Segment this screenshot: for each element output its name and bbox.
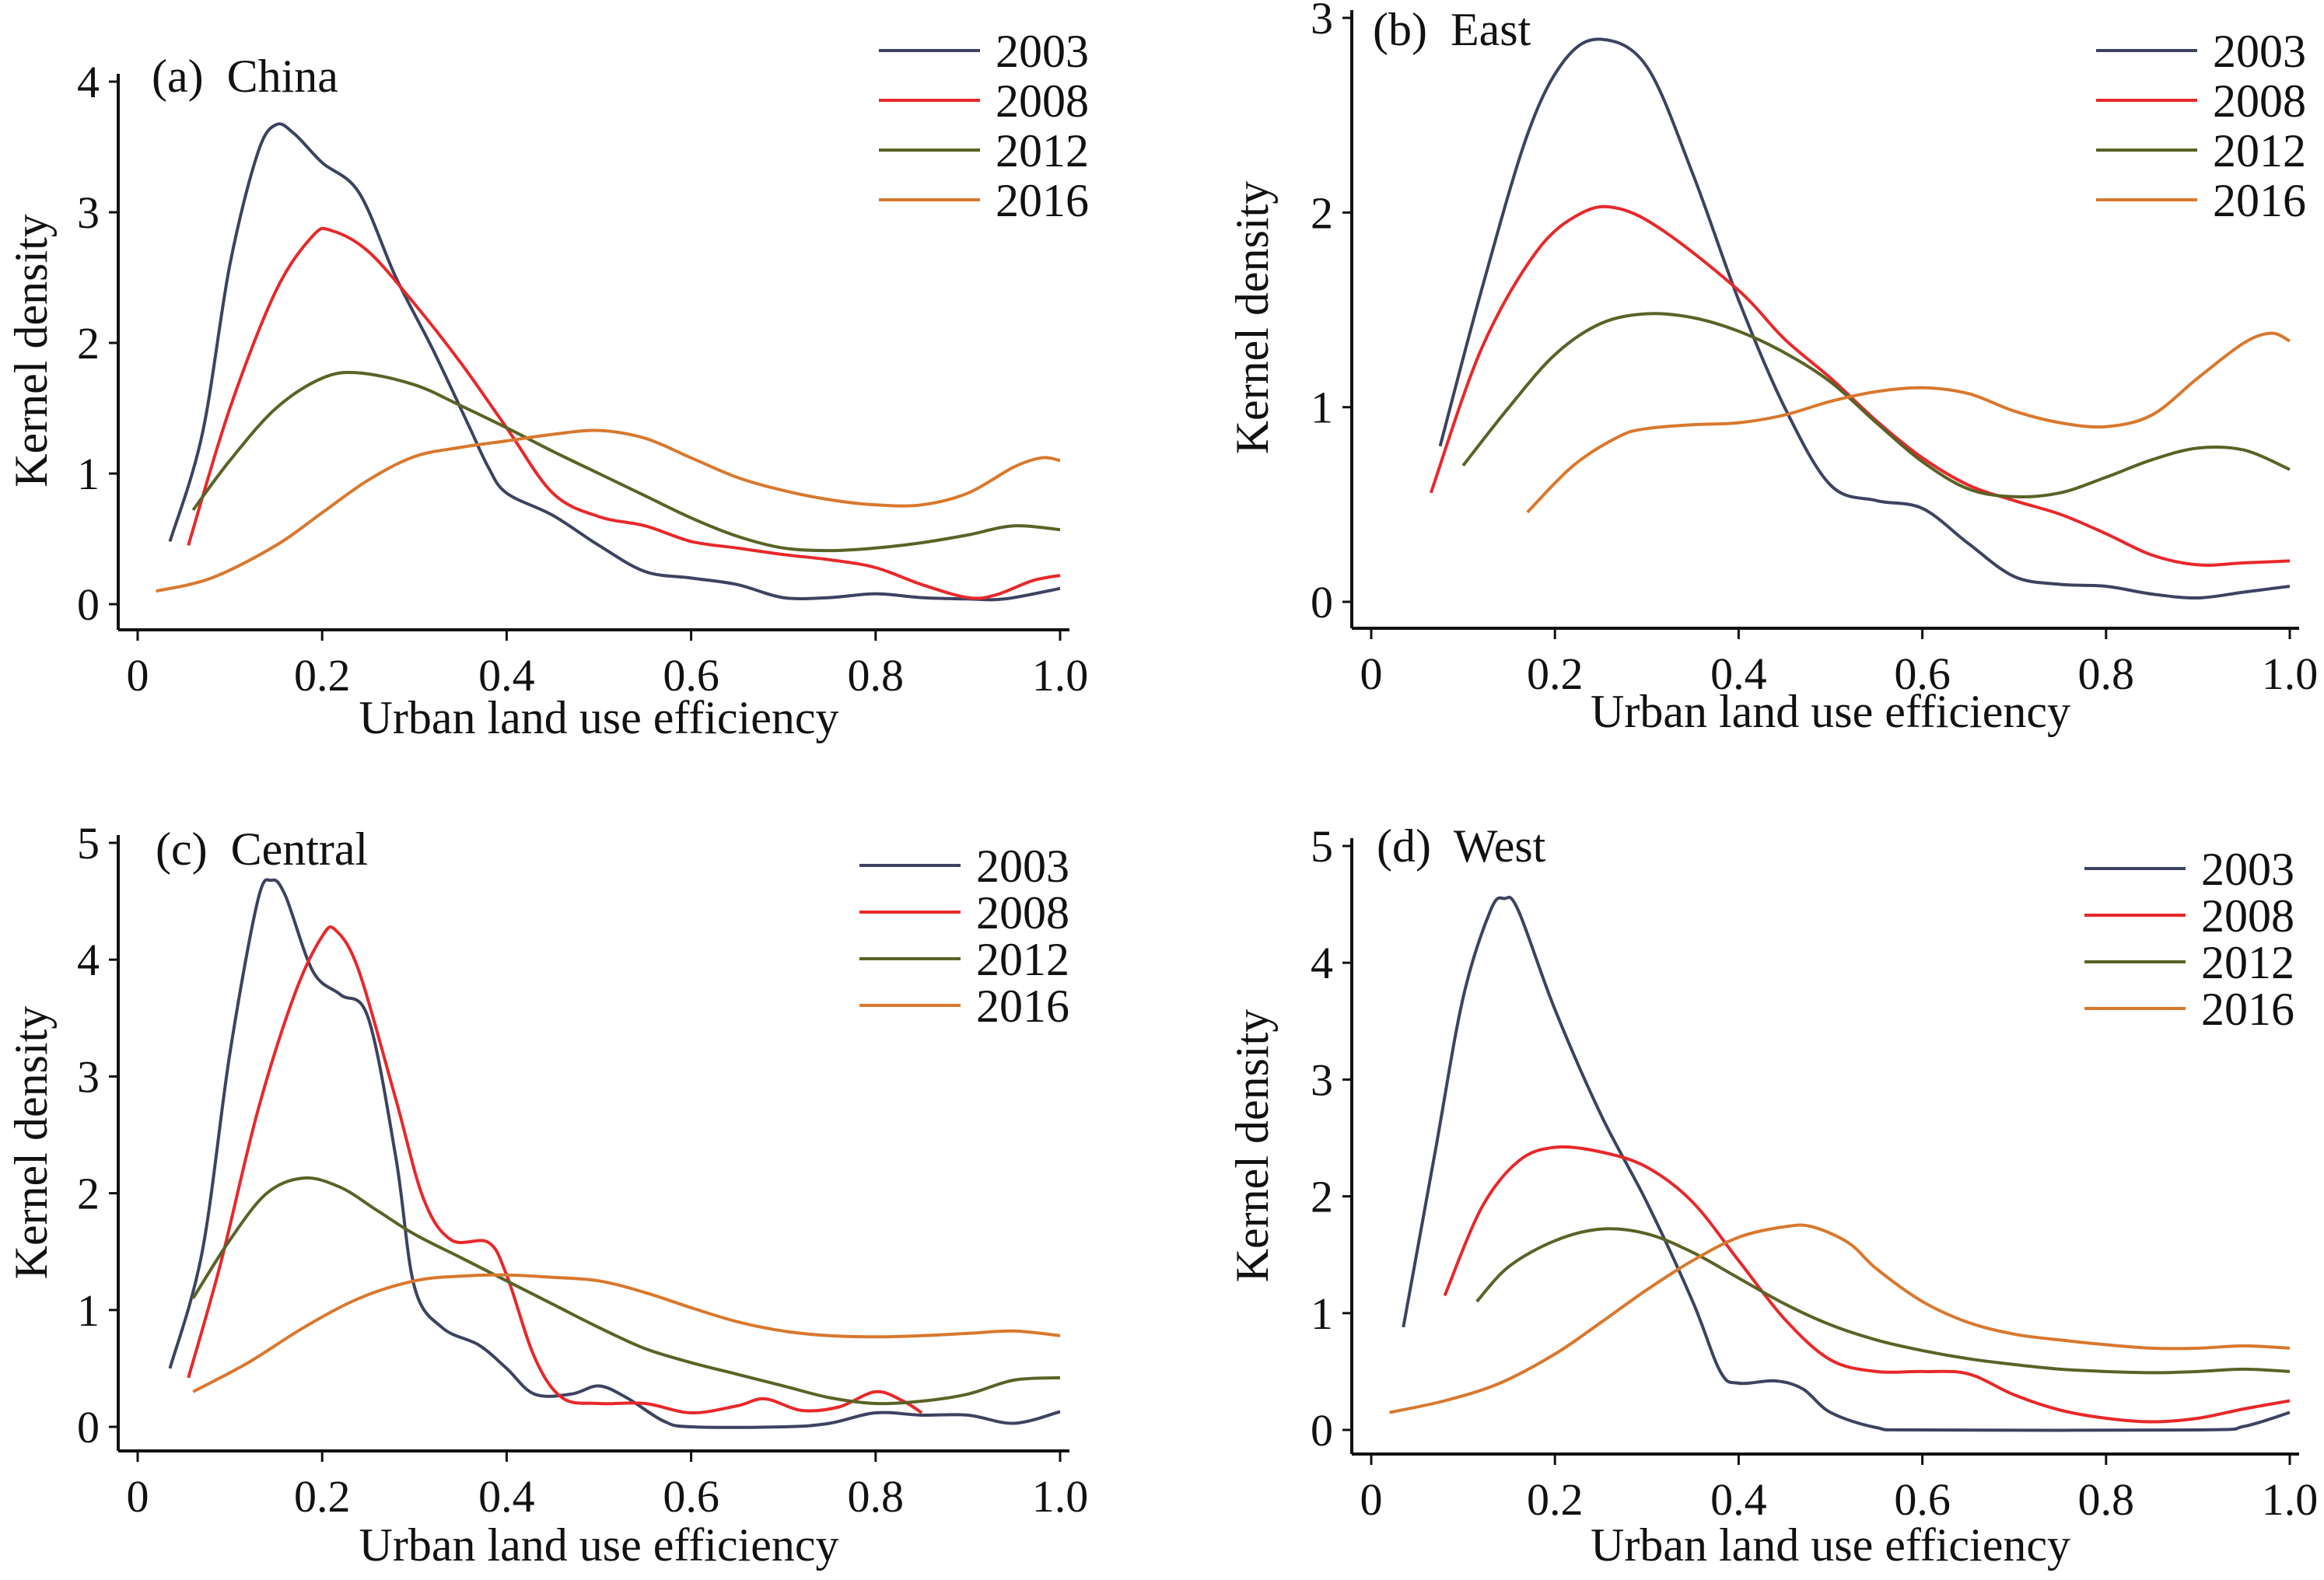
- y-tick-label: 0: [77, 579, 100, 630]
- y-tick-label: 3: [77, 1051, 100, 1102]
- panel-1: 0 1 2 3 0 0.2 0.4 0.6 0.8 1.0 Urban land use effic…: [1227, 0, 2318, 737]
- legend-label: 2012: [2201, 937, 2294, 988]
- x-tick-label: 0.2: [294, 1471, 351, 1522]
- y-axis-label: Kernel density: [1227, 1009, 1278, 1283]
- x-tick-label: 0.8: [848, 650, 905, 701]
- series-line-2016: [1389, 1223, 2291, 1414]
- series-line-2008: [187, 925, 923, 1415]
- legend-label: 2003: [2213, 26, 2306, 77]
- x-tick-label: 0.4: [1710, 648, 1767, 699]
- panel-title: (d) West: [1377, 820, 1546, 872]
- y-axis-label: Kernel density: [1227, 181, 1278, 455]
- series-line-2016: [192, 1273, 1061, 1393]
- x-tick-label: 1.0: [2262, 1474, 2319, 1525]
- legend-label: 2008: [976, 887, 1069, 939]
- x-tick-label: 0.2: [294, 650, 351, 701]
- legend-label: 2003: [976, 841, 1069, 892]
- legend-label: 2016: [2201, 984, 2294, 1035]
- series-line-2003: [168, 122, 1061, 602]
- x-axis-label: Urban land use efficiency: [1591, 686, 2070, 737]
- panel-3: 0 1 2 3 4 5 0 0.2 0.4 0.6 0.8 1.0 Urban land use eff…: [1227, 820, 2318, 1571]
- panel-title: (b) East: [1373, 4, 1531, 55]
- y-tick-label: 5: [77, 818, 100, 869]
- series-line-2016: [1526, 331, 2291, 514]
- legend-label: 2008: [2201, 890, 2294, 942]
- x-axis-label: Urban land use efficiency: [1591, 1519, 2070, 1571]
- y-tick-label: 2: [1311, 1172, 1333, 1222]
- y-tick-label: 0: [77, 1402, 100, 1452]
- legend-label: 2016: [996, 175, 1089, 226]
- legend-label: 2003: [996, 26, 1089, 77]
- x-tick-label: 0.4: [478, 1471, 535, 1522]
- y-tick-label: 4: [77, 935, 100, 985]
- series-line-2008: [187, 226, 1061, 600]
- panel-2: 0 1 2 3 4 5 0 0.2 0.4 0.6 0.8 1.0 Urban land use eff…: [5, 818, 1088, 1571]
- series-line-2012: [191, 1176, 1061, 1406]
- x-tick-label: 1.0: [1032, 1471, 1089, 1522]
- series-line-2016: [156, 428, 1061, 593]
- legend-label: 2003: [2201, 844, 2294, 895]
- series-line-2012: [1461, 312, 2291, 499]
- series-line-2003: [168, 878, 1061, 1429]
- y-axis-label: Kernel density: [5, 214, 57, 488]
- x-axis-label: Urban land use efficiency: [359, 1519, 839, 1571]
- legend-label: 2012: [996, 125, 1089, 177]
- x-tick-label: 0.2: [1527, 1474, 1584, 1525]
- y-tick-label: 3: [1311, 0, 1333, 44]
- legend-label: 2008: [996, 75, 1089, 127]
- y-tick-label: 3: [77, 187, 100, 238]
- y-tick-label: 1: [77, 449, 100, 499]
- series-line-2012: [1475, 1227, 2291, 1375]
- series-line-2012: [191, 371, 1061, 553]
- x-tick-label: 0.4: [478, 650, 535, 701]
- x-tick-label: 1.0: [1032, 650, 1089, 701]
- y-tick-label: 0: [1311, 577, 1333, 627]
- legend-label: 2012: [2213, 125, 2306, 177]
- legend-label: 2016: [2213, 175, 2306, 226]
- series-line-2008: [1443, 1145, 2291, 1424]
- x-tick-label: 0.4: [1710, 1474, 1767, 1525]
- y-tick-label: 2: [77, 318, 100, 369]
- x-tick-label: 0.8: [848, 1471, 905, 1522]
- y-tick-label: 4: [77, 57, 100, 107]
- legend-label: 2016: [976, 981, 1069, 1032]
- y-axis-label: Kernel density: [5, 1006, 57, 1280]
- y-tick-label: 2: [1311, 187, 1333, 238]
- y-tick-label: 1: [77, 1285, 100, 1336]
- x-tick-label: 0.6: [663, 650, 719, 701]
- x-tick-label: 0: [1360, 648, 1383, 699]
- x-tick-label: 0: [1360, 1474, 1383, 1525]
- series-line-2003: [1402, 896, 2291, 1432]
- x-axis-label: Urban land use efficiency: [359, 692, 839, 743]
- x-tick-label: 1.0: [2262, 648, 2319, 699]
- x-tick-label: 0.6: [1894, 648, 1951, 699]
- x-tick-label: 0.8: [2078, 648, 2135, 699]
- legend-label: 2012: [976, 934, 1069, 985]
- x-tick-label: 0.6: [1894, 1474, 1951, 1525]
- panel-0: 0 1 2 3 4 0 0.2 0.4 0.6 0.8 1.0 Urban land use effi…: [5, 26, 1089, 743]
- y-tick-label: 1: [1311, 383, 1333, 433]
- y-tick-label: 2: [77, 1169, 100, 1219]
- x-tick-label: 0.2: [1527, 648, 1584, 699]
- x-tick-label: 0.8: [2078, 1474, 2135, 1525]
- y-tick-label: 0: [1311, 1405, 1333, 1456]
- series-line-2003: [1438, 37, 2291, 600]
- x-tick-label: 0: [127, 1471, 149, 1522]
- series-line-2008: [1429, 204, 2291, 567]
- panel-title: (a) China: [152, 51, 338, 102]
- panel-title: (c) Central: [156, 823, 368, 875]
- y-tick-label: 4: [1311, 938, 1333, 988]
- y-tick-label: 3: [1311, 1054, 1333, 1105]
- x-tick-label: 0: [127, 650, 149, 701]
- y-tick-label: 1: [1311, 1288, 1333, 1339]
- x-tick-label: 0.6: [663, 1471, 719, 1522]
- legend-label: 2008: [2213, 75, 2306, 127]
- y-tick-label: 5: [1311, 821, 1333, 872]
